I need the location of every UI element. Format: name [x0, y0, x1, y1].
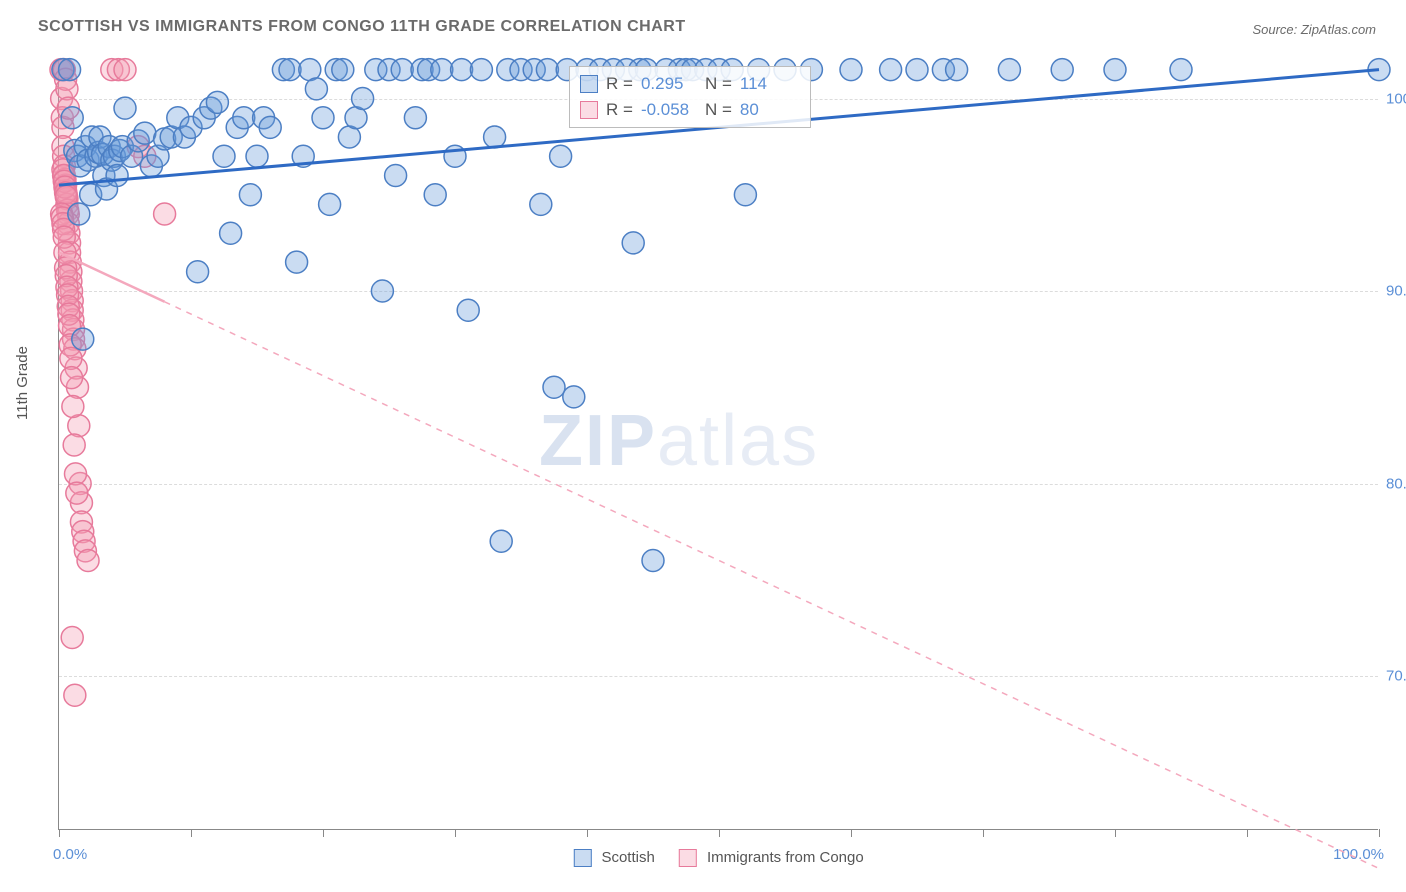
data-point — [840, 59, 862, 81]
y-tick-label: 90.0% — [1386, 283, 1406, 300]
data-point — [305, 78, 327, 100]
data-point — [114, 59, 136, 81]
data-point — [431, 59, 453, 81]
data-point — [550, 145, 572, 167]
data-point — [61, 367, 83, 389]
x-tick — [1379, 829, 1380, 837]
swatch-scottish-icon — [580, 75, 598, 93]
data-point — [319, 193, 341, 215]
data-point — [490, 530, 512, 552]
data-point — [906, 59, 928, 81]
data-point — [154, 203, 176, 225]
chart-plot-area: ZIPatlas 70.0%80.0%90.0%100.0% 0.0% 100.… — [58, 60, 1378, 830]
data-point — [246, 145, 268, 167]
data-point — [66, 482, 88, 504]
data-point — [239, 184, 261, 206]
chart-title: SCOTTISH VS IMMIGRANTS FROM CONGO 11TH G… — [38, 18, 686, 36]
data-point — [563, 386, 585, 408]
x-tick — [323, 829, 324, 837]
data-point — [1170, 59, 1192, 81]
x-tick — [851, 829, 852, 837]
data-point — [998, 59, 1020, 81]
data-point — [470, 59, 492, 81]
data-point — [543, 376, 565, 398]
legend-swatch-scottish-icon — [573, 849, 591, 867]
x-tick — [455, 829, 456, 837]
data-point — [62, 396, 84, 418]
data-point — [61, 107, 83, 129]
y-axis-label: 11th Grade — [14, 346, 31, 420]
trend-line-dashed — [165, 302, 1379, 869]
data-point — [59, 59, 81, 81]
data-point — [220, 222, 242, 244]
legend-item-scottish: Scottish — [573, 849, 655, 867]
source-attribution: Source: ZipAtlas.com — [1252, 22, 1376, 37]
data-point — [106, 165, 128, 187]
legend-bottom: Scottish Immigrants from Congo — [573, 849, 863, 867]
data-point — [536, 59, 558, 81]
data-point — [134, 122, 156, 144]
stats-row-scottish: R = 0.295 N = 114 — [580, 71, 796, 97]
data-point — [72, 328, 94, 350]
data-point — [187, 261, 209, 283]
data-point — [63, 434, 85, 456]
legend-swatch-congo-icon — [679, 849, 697, 867]
x-tick — [719, 829, 720, 837]
stats-legend-box: R = 0.295 N = 114 R = -0.058 N = 80 — [569, 66, 811, 128]
data-point — [946, 59, 968, 81]
data-point — [457, 299, 479, 321]
data-point — [332, 59, 354, 81]
data-point — [642, 550, 664, 572]
data-point — [61, 627, 83, 649]
x-tick — [983, 829, 984, 837]
scatter-svg — [59, 60, 1378, 829]
y-tick-label: 100.0% — [1386, 90, 1406, 107]
data-point — [385, 165, 407, 187]
y-tick-label: 80.0% — [1386, 475, 1406, 492]
data-point — [77, 550, 99, 572]
x-tick — [1115, 829, 1116, 837]
stats-row-congo: R = -0.058 N = 80 — [580, 97, 796, 123]
data-point — [1104, 59, 1126, 81]
legend-item-congo: Immigrants from Congo — [679, 849, 864, 867]
data-point — [312, 107, 334, 129]
data-point — [530, 193, 552, 215]
x-tick — [587, 829, 588, 837]
x-tick — [59, 829, 60, 837]
data-point — [213, 145, 235, 167]
x-axis-start-label: 0.0% — [53, 846, 87, 863]
data-point — [1051, 59, 1073, 81]
data-point — [622, 232, 644, 254]
x-tick — [1247, 829, 1248, 837]
data-point — [404, 107, 426, 129]
data-point — [233, 107, 255, 129]
data-point — [352, 88, 374, 110]
data-point — [451, 59, 473, 81]
x-axis-end-label: 100.0% — [1333, 846, 1384, 863]
data-point — [68, 203, 90, 225]
x-tick — [191, 829, 192, 837]
data-point — [279, 59, 301, 81]
data-point — [424, 184, 446, 206]
data-point — [286, 251, 308, 273]
data-point — [484, 126, 506, 148]
data-point — [371, 280, 393, 302]
data-point — [114, 97, 136, 119]
data-point — [391, 59, 413, 81]
data-point — [734, 184, 756, 206]
y-tick-label: 70.0% — [1386, 668, 1406, 685]
data-point — [206, 91, 228, 113]
swatch-congo-icon — [580, 101, 598, 119]
data-point — [880, 59, 902, 81]
data-point — [64, 684, 86, 706]
data-point — [259, 116, 281, 138]
